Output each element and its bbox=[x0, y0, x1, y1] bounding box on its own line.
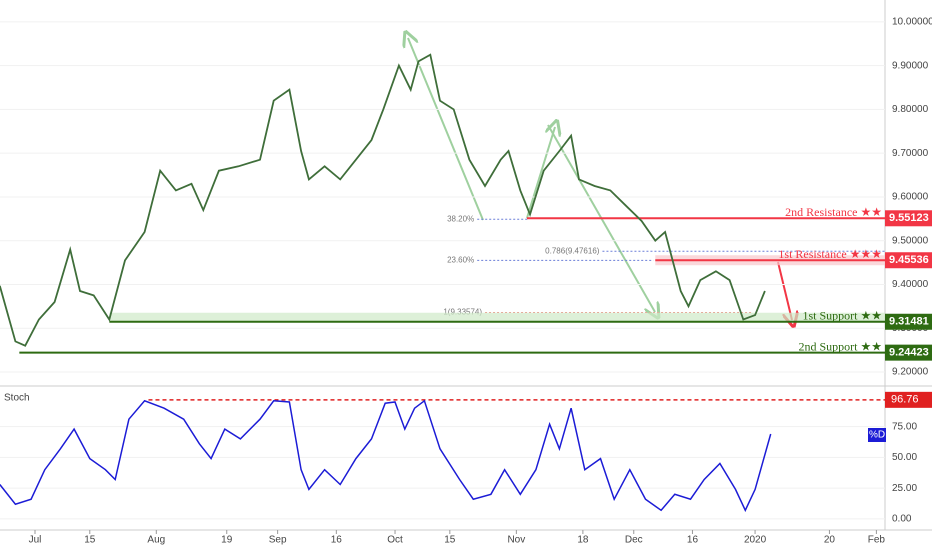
x-tick-label: 18 bbox=[577, 535, 589, 546]
x-tick-label: 15 bbox=[84, 535, 96, 546]
series-line bbox=[0, 53, 766, 347]
x-tick-label: Sep bbox=[269, 535, 287, 546]
y-tick-label: 9.70000 bbox=[892, 148, 929, 159]
y-tick-label: 50.00 bbox=[892, 452, 917, 463]
trend-arrow bbox=[408, 38, 484, 221]
y-tick-label: 9.50000 bbox=[892, 235, 929, 246]
price-tag bbox=[885, 344, 932, 361]
price-tag bbox=[885, 252, 932, 269]
y-tick-label: 9.40000 bbox=[892, 279, 929, 290]
x-tick-label: 16 bbox=[331, 535, 343, 546]
x-tick-label: 20 bbox=[824, 535, 836, 546]
price-tag-label: 9.45536 bbox=[889, 254, 929, 266]
y-tick-label: 9.90000 bbox=[892, 60, 929, 71]
y-tick-label: 9.20000 bbox=[892, 367, 929, 378]
price-tag-label: 9.24423 bbox=[889, 347, 929, 359]
support-zone bbox=[109, 312, 886, 322]
series-line bbox=[0, 399, 772, 513]
forecast-arrow bbox=[777, 261, 792, 320]
price-tag-label: 9.55123 bbox=[889, 212, 929, 224]
fib-label: 1(9.33574) bbox=[443, 308, 482, 317]
fib-label: 38.20% bbox=[447, 214, 474, 223]
price-tag bbox=[885, 313, 932, 330]
x-tick-label: Jul bbox=[29, 535, 42, 546]
y-tick-label: 0.00 bbox=[892, 514, 912, 525]
y-tick-label: 75.00 bbox=[892, 421, 917, 432]
x-tick-label: 19 bbox=[221, 535, 233, 546]
level-name: 2nd Support ★★ bbox=[798, 339, 882, 353]
y-tick-label: 10.00000 bbox=[892, 17, 932, 28]
y-tick-label: 9.60000 bbox=[892, 192, 929, 203]
y-tick-label: 9.80000 bbox=[892, 104, 929, 115]
y-tick-label: 25.00 bbox=[892, 483, 917, 494]
level-name: 2nd Resistance ★★ bbox=[785, 205, 882, 219]
x-tick-label: Aug bbox=[147, 535, 165, 546]
price-tag bbox=[885, 210, 932, 227]
level-name: 1st Resistance ★★★ bbox=[778, 247, 882, 261]
x-tick-label: Nov bbox=[507, 535, 525, 546]
level-name: 1st Support ★★ bbox=[802, 308, 882, 322]
x-tick-label: Feb bbox=[868, 535, 886, 546]
stoch-tag bbox=[885, 391, 932, 408]
price-tag-label: 9.31481 bbox=[889, 316, 929, 328]
stoch-tag-label: 96.76 bbox=[891, 394, 919, 406]
x-tick-label: Dec bbox=[625, 535, 643, 546]
x-tick-label: 16 bbox=[687, 535, 699, 546]
fib-label: 23.60% bbox=[447, 256, 474, 265]
trend-arrow bbox=[526, 127, 555, 219]
x-tick-label: Oct bbox=[387, 535, 403, 546]
legend-label: %D bbox=[869, 430, 885, 441]
pane-title: Stoch bbox=[4, 393, 30, 404]
x-tick-label: 2020 bbox=[744, 535, 767, 546]
x-tick-label: 15 bbox=[444, 535, 456, 546]
legend-box bbox=[868, 428, 886, 442]
fib-label: 0.786(9.47616) bbox=[545, 246, 600, 255]
